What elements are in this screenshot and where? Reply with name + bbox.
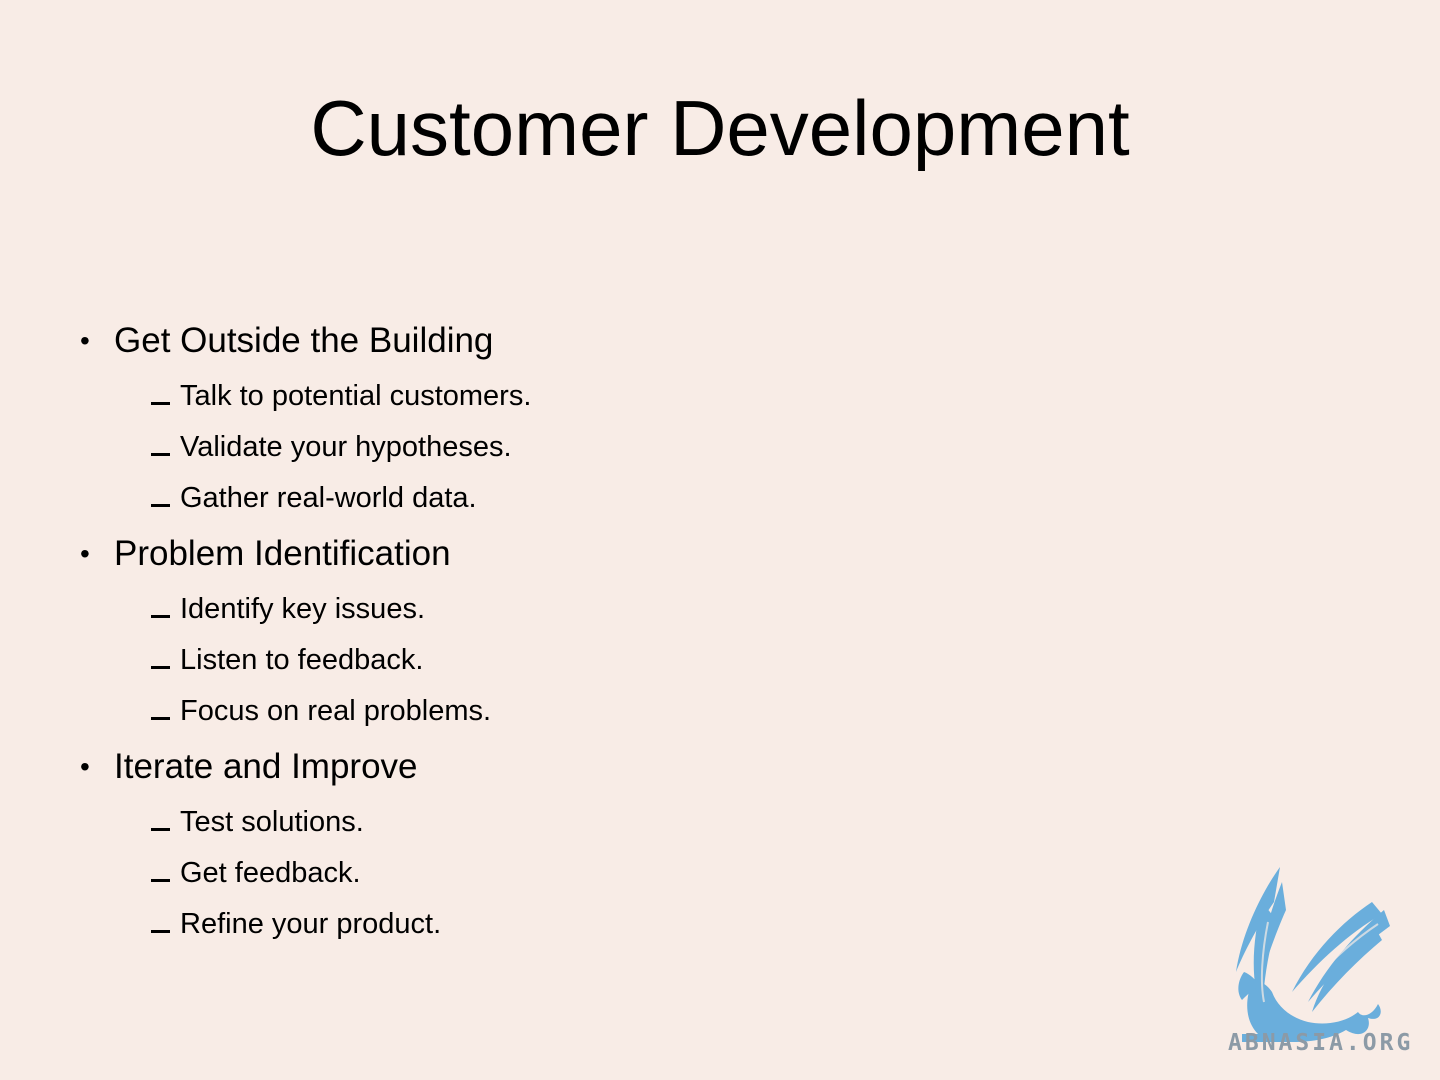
slide-title: Customer Development: [310, 84, 1130, 172]
sub-bullet: Listen to feedback.: [78, 639, 1078, 681]
section-problem-identification: • Problem Identification Identify key is…: [78, 529, 1078, 732]
sub-bullet: Talk to potential customers.: [78, 375, 1078, 417]
bullet-dot-icon: •: [80, 538, 90, 569]
bullet-heading: • Iterate and Improve: [78, 742, 1078, 792]
bullet-list: • Get Outside the Building Talk to poten…: [78, 310, 1078, 945]
bullet-heading-text: Get Outside the Building: [114, 321, 494, 360]
section-get-outside: • Get Outside the Building Talk to poten…: [78, 316, 1078, 519]
bullet-dot-icon: •: [80, 325, 90, 356]
bullet-dot-icon: •: [80, 751, 90, 782]
sub-bullet: Test solutions.: [78, 801, 1078, 843]
sub-bullet-text: Gather real-world data.: [180, 482, 477, 514]
sub-bullet-text: Focus on real problems.: [180, 695, 492, 727]
sub-bullet: Refine your product.: [78, 903, 1078, 945]
section-iterate-improve: • Iterate and Improve Test solutions. Ge…: [78, 742, 1078, 945]
sub-bullet: Gather real-world data.: [78, 477, 1078, 519]
sub-bullet-text: Validate your hypotheses.: [180, 431, 512, 463]
dash-icon: [151, 930, 170, 933]
dash-icon: [151, 402, 170, 405]
bullet-heading: • Problem Identification: [78, 529, 1078, 579]
sub-bullet-text: Talk to potential customers.: [180, 380, 532, 412]
sub-bullet: Focus on real problems.: [78, 690, 1078, 732]
sub-bullet-text: Listen to feedback.: [180, 644, 424, 676]
sub-bullet: Validate your hypotheses.: [78, 426, 1078, 468]
sub-bullet: Identify key issues.: [78, 588, 1078, 630]
sub-bullet-text: Test solutions.: [180, 806, 364, 838]
dash-icon: [151, 828, 170, 831]
sub-bullet: Get feedback.: [78, 852, 1078, 894]
sub-bullet-text: Refine your product.: [180, 908, 442, 940]
dash-icon: [151, 504, 170, 507]
bullet-heading: • Get Outside the Building: [78, 316, 1078, 366]
dash-icon: [151, 453, 170, 456]
dash-icon: [151, 717, 170, 720]
sub-bullet-text: Identify key issues.: [180, 593, 425, 625]
dash-icon: [151, 615, 170, 618]
dash-icon: [151, 666, 170, 669]
bullet-heading-text: Iterate and Improve: [114, 747, 418, 786]
bullet-heading-text: Problem Identification: [114, 534, 451, 573]
sub-bullet-text: Get feedback.: [180, 857, 361, 889]
griffin-logo-icon: [1236, 867, 1390, 1042]
watermark-text: ABNASIA.ORG: [1228, 1030, 1414, 1056]
dash-icon: [151, 879, 170, 882]
